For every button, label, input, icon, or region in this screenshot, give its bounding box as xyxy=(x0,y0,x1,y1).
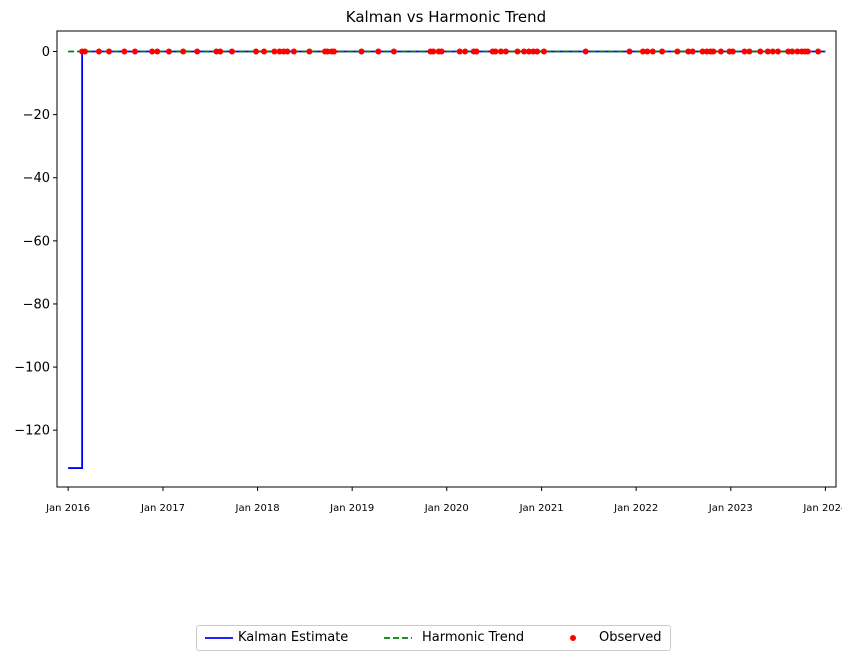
observed-point xyxy=(502,48,509,55)
observed-point xyxy=(324,48,331,55)
observed-point xyxy=(764,48,771,55)
x-axis: Jan 2016 Jan 2017 Jan 2018 Jan 2019 Jan 2020… xyxy=(45,487,842,514)
y-axis: 0 −20 −40 −60 −80 −100 −120 xyxy=(14,45,57,439)
observed-point xyxy=(729,48,736,55)
observed-point xyxy=(582,48,589,55)
x-tick-label: Jan 2019 xyxy=(329,503,374,514)
x-tick-label: Jan 2018 xyxy=(235,503,280,514)
legend: Kalman Estimate Harmonic Trend Observed xyxy=(196,625,671,651)
observed-point xyxy=(375,48,382,55)
observed-point xyxy=(674,48,681,55)
observed-point xyxy=(106,48,113,55)
x-tick-label: Jan 2024 xyxy=(802,503,842,514)
observed-point xyxy=(132,48,138,55)
x-tick-label: Jan 2021 xyxy=(519,503,564,514)
y-tick-label: −40 xyxy=(23,171,50,186)
observed-point xyxy=(253,48,260,55)
observed-point xyxy=(804,48,811,55)
observed-point xyxy=(815,48,822,55)
observed-point xyxy=(290,48,297,55)
observed-point xyxy=(534,48,541,55)
legend-label: Kalman Estimate xyxy=(238,630,349,645)
observed-point xyxy=(358,48,365,55)
observed-point xyxy=(149,48,156,55)
observed-point xyxy=(180,48,187,55)
observed-point xyxy=(331,48,338,55)
observed-point xyxy=(165,48,172,55)
observed-point xyxy=(685,48,692,55)
observed-point xyxy=(95,48,102,55)
observed-point xyxy=(525,48,532,55)
x-tick-label: Jan 2016 xyxy=(45,503,90,514)
y-tick-label: −80 xyxy=(23,297,50,312)
series-kalman-estimate-line xyxy=(68,50,826,469)
observed-point xyxy=(626,48,633,55)
y-tick-label: 0 xyxy=(42,45,50,60)
observed-point xyxy=(497,48,504,55)
observed-point xyxy=(644,48,651,55)
observed-point xyxy=(438,48,445,55)
y-tick-label: −60 xyxy=(23,234,50,249)
legend-label: Harmonic Trend xyxy=(422,630,525,645)
observed-point xyxy=(774,48,781,55)
observed-point xyxy=(462,48,469,55)
observed-point xyxy=(276,48,283,55)
observed-point xyxy=(194,48,201,55)
x-tick-label: Jan 2023 xyxy=(708,503,753,514)
observed-point xyxy=(741,48,748,55)
observed-point xyxy=(81,48,88,55)
observed-point xyxy=(473,48,480,55)
dot-icon xyxy=(570,635,576,641)
observed-point xyxy=(540,48,547,55)
observed-point xyxy=(154,48,161,55)
observed-point xyxy=(430,48,437,55)
plot-frame xyxy=(56,30,837,488)
observed-point xyxy=(228,48,235,55)
x-tick-label: Jan 2020 xyxy=(424,503,469,514)
observed-point xyxy=(710,48,717,55)
x-tick-label: Jan 2017 xyxy=(140,503,185,514)
observed-point xyxy=(639,48,646,55)
observed-point xyxy=(789,48,796,55)
observed-point xyxy=(769,48,776,55)
observed-point xyxy=(261,48,268,55)
observed-point xyxy=(492,48,499,55)
y-tick-label: −120 xyxy=(14,424,50,439)
observed-point xyxy=(284,48,291,55)
chart-title: Kalman vs Harmonic Trend xyxy=(346,8,546,26)
x-tick-label: Jan 2022 xyxy=(613,503,658,514)
observed-point xyxy=(649,48,656,55)
observed-point xyxy=(699,48,706,55)
observed-point xyxy=(390,48,397,55)
observed-point xyxy=(689,48,696,55)
observed-point xyxy=(757,48,764,55)
series-layer xyxy=(68,48,826,469)
line-solid-icon xyxy=(205,637,233,639)
legend-item-observed: Observed xyxy=(557,626,667,650)
observed-point xyxy=(659,48,666,55)
observed-point xyxy=(121,48,128,55)
observed-point xyxy=(514,48,521,55)
legend-item-harmonic: Harmonic Trend xyxy=(380,626,540,650)
observed-point xyxy=(520,48,527,55)
observed-point xyxy=(456,48,463,55)
legend-label: Observed xyxy=(599,630,662,645)
observed-point xyxy=(306,48,313,55)
observed-point xyxy=(746,48,753,55)
legend-item-kalman: Kalman Estimate xyxy=(197,626,367,650)
observed-point xyxy=(217,48,224,55)
line-dashed-icon xyxy=(384,637,412,639)
y-tick-label: −100 xyxy=(14,361,50,376)
observed-point xyxy=(717,48,724,55)
observed-point xyxy=(271,48,278,55)
y-tick-label: −20 xyxy=(23,108,50,123)
observed-point xyxy=(794,48,801,55)
